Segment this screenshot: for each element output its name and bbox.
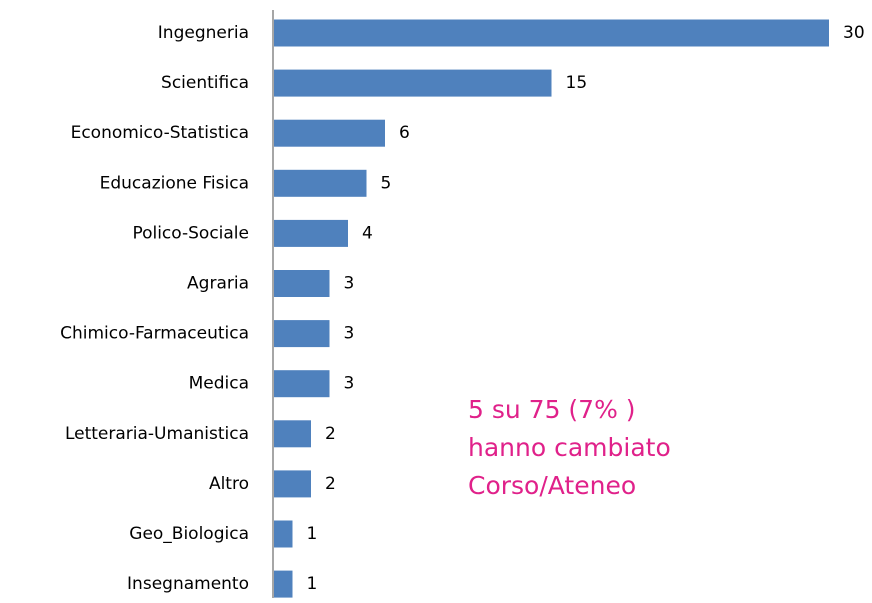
category-label: Geo_Biologica <box>129 524 249 544</box>
category-label: Educazione Fisica <box>100 173 249 193</box>
bar <box>274 570 293 598</box>
value-label: 3 <box>344 274 355 294</box>
bar <box>274 470 311 498</box>
bar <box>274 19 829 47</box>
annotation: hanno cambiato <box>468 433 671 462</box>
value-label: 2 <box>325 424 336 444</box>
value-label: 4 <box>362 223 373 243</box>
value-label: 3 <box>344 324 355 344</box>
value-label: 6 <box>399 123 410 143</box>
annotation: Corso/Ateneo <box>468 471 636 500</box>
bar <box>274 420 311 448</box>
category-label: Ingegneria <box>158 23 249 43</box>
category-label: Altro <box>209 474 249 494</box>
value-label: 1 <box>307 574 318 594</box>
bar <box>274 169 367 197</box>
category-label: Medica <box>189 374 249 394</box>
value-label: 5 <box>381 173 392 193</box>
value-label: 1 <box>307 524 318 544</box>
bar <box>274 320 330 348</box>
value-label: 3 <box>344 374 355 394</box>
category-label: Economico-Statistica <box>71 123 249 143</box>
bar <box>274 520 293 548</box>
value-label: 30 <box>843 23 865 43</box>
bar <box>274 219 348 247</box>
category-label: Letteraria-Umanistica <box>65 424 249 444</box>
category-label: Scientifica <box>161 73 249 93</box>
category-label: Chimico-Farmaceutica <box>60 324 249 344</box>
category-label: Polico-Sociale <box>132 223 249 243</box>
category-label: Insegnamento <box>127 574 249 594</box>
value-label: 2 <box>325 474 336 494</box>
bar <box>274 69 552 97</box>
category-label: Agraria <box>187 274 249 294</box>
bar <box>274 370 330 398</box>
bar <box>274 270 330 297</box>
value-label: 15 <box>566 73 588 93</box>
annotation: 5 su 75 (7% ) <box>468 395 636 424</box>
bar <box>274 119 385 147</box>
